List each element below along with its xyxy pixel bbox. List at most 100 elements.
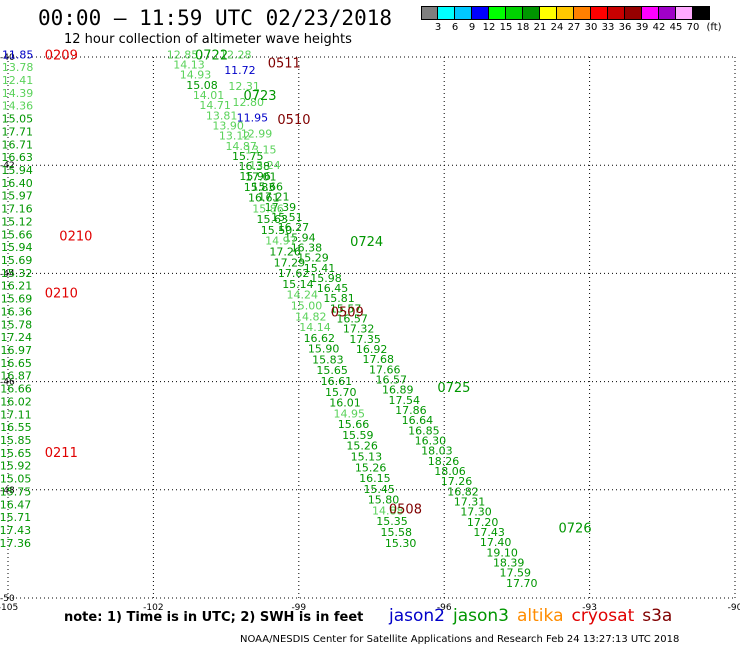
- wave-height-value: 15.05: [2, 113, 34, 126]
- legend-item-jason2: jason2: [389, 606, 445, 626]
- wave-height-value: 15.05: [0, 473, 31, 486]
- wave-height-value: 14.93: [180, 69, 212, 82]
- pass-label: 0725: [437, 381, 470, 396]
- wave-height-value: 15.65: [316, 364, 348, 377]
- wave-height-value: 15.12: [1, 215, 33, 228]
- wave-height-value: 16.92: [356, 343, 388, 356]
- wave-height-value: 17.16: [1, 203, 33, 216]
- wave-height-value: 15.69: [1, 254, 33, 267]
- wave-height-value: 16.87: [0, 370, 32, 383]
- wave-height-value: 15.70: [325, 386, 357, 399]
- wave-height-value: 16.61: [248, 192, 280, 205]
- pass-label: 0509: [331, 305, 364, 320]
- wave-height-value: 17.35: [349, 333, 381, 346]
- wave-height-value: 11.72: [224, 64, 256, 77]
- wave-height-value: 17.24: [1, 331, 33, 344]
- wave-height-value: 18.06: [434, 465, 466, 478]
- wave-height-value: 17.39: [265, 201, 297, 214]
- wave-height-value: 15.94: [1, 241, 33, 254]
- wave-height-value: 17.31: [454, 496, 486, 509]
- wave-height-value: 15.58: [381, 526, 413, 539]
- pass-label: 0511: [268, 56, 301, 71]
- wave-height-value: 13.15: [245, 143, 277, 156]
- wave-height-value: 17.68: [362, 353, 394, 366]
- wave-height-value: 15.66: [338, 418, 370, 431]
- legend-item-s3a: s3a: [642, 606, 673, 626]
- footnote: note: 1) Time is in UTC; 2) SWH is in fe…: [64, 610, 364, 625]
- color-scale-label: 9: [468, 22, 476, 33]
- wave-height-value: 15.94: [284, 231, 316, 244]
- wave-height-value: 16.45: [317, 282, 349, 295]
- wave-height-value: 13.78: [2, 61, 34, 74]
- wave-height-value: 16.57: [336, 313, 368, 326]
- wave-height-value: 15.85: [0, 434, 32, 447]
- pass-label: 0726: [559, 522, 592, 537]
- wave-height-value: 15.51: [271, 211, 303, 224]
- wave-height-value: 15.29: [297, 252, 329, 265]
- lat-tick-label: -50: [0, 594, 15, 604]
- wave-height-value: 15.63: [257, 213, 289, 226]
- color-scale-label: 36: [618, 22, 632, 33]
- wave-height-value: 16.62: [304, 332, 336, 345]
- wave-height-value: 19.10: [486, 546, 518, 559]
- color-scale-label: 30: [584, 22, 598, 33]
- color-swatch: [472, 6, 489, 20]
- wave-height-value: 15.26: [346, 440, 378, 453]
- color-scale-label: 18: [516, 22, 530, 33]
- wave-height-value: 16.02: [0, 395, 32, 408]
- color-swatch: [659, 6, 676, 20]
- color-scale-label: 33: [601, 22, 615, 33]
- wave-height-value: 18.03: [421, 445, 453, 458]
- color-swatch: [625, 6, 642, 20]
- wave-height-value: 15.90: [308, 343, 340, 356]
- wave-height-value: 16.57: [376, 374, 408, 387]
- wave-height-value: 14.01: [193, 89, 225, 102]
- wave-height-value: 15.30: [385, 537, 417, 550]
- axis-ticks: -105 -102 -99 -96 -93 -90 -40 -42 -44 -46 -48 -50: [0, 53, 740, 613]
- wave-height-value: 16.97: [0, 344, 32, 357]
- credit-line: NOAA/NESDIS Center for Satellite Applica…: [240, 634, 680, 645]
- wave-height-value: 17.86: [395, 404, 427, 417]
- wave-height-value: 13.12: [219, 130, 251, 143]
- wave-height-value: 14.36: [2, 100, 34, 113]
- wave-height-value: 16.21: [1, 280, 33, 293]
- wave-height-value: 16.65: [0, 357, 32, 370]
- wave-height-value: 15.35: [376, 515, 408, 528]
- wave-height-value: 17.29: [274, 256, 306, 269]
- wave-height-value: 14.39: [2, 87, 34, 100]
- lon-tick-label: -102: [143, 603, 163, 613]
- wave-height-value: 16.40: [1, 177, 33, 190]
- color-swatch: [421, 6, 438, 20]
- lon-tick-label: -93: [582, 603, 597, 613]
- color-swatch: [540, 6, 557, 20]
- pass-label: 0209: [45, 48, 78, 63]
- pass-label: 0210: [59, 230, 92, 245]
- color-swatch: [693, 6, 710, 20]
- wave-height-value: 15.66: [1, 228, 33, 241]
- wave-height-value: 12.41: [2, 74, 34, 87]
- wave-height-value: 13.24: [249, 159, 281, 172]
- wave-height-value: 17.71: [2, 125, 34, 138]
- wave-height-value: 15.41: [304, 262, 336, 275]
- wave-height-value: 15.69: [1, 293, 33, 306]
- lon-tick-label: -90: [728, 603, 740, 613]
- wave-height-value: 17.36: [0, 537, 31, 550]
- wave-height-value: 11.95: [237, 112, 269, 125]
- color-swatch: [591, 6, 608, 20]
- wave-height-value: 17.20: [467, 516, 499, 529]
- wave-height-value: 15.83: [244, 181, 276, 194]
- color-swatch: [642, 6, 659, 20]
- wave-height-value: 14.97: [265, 235, 297, 248]
- wave-height-value: 15.78: [1, 318, 33, 331]
- page-subtitle: 12 hour collection of altimeter wave hei…: [64, 32, 352, 47]
- wave-height-value: 15.75: [232, 150, 264, 163]
- lon-tick-label: -99: [291, 603, 306, 613]
- color-scale-label: 70: [686, 22, 700, 33]
- wave-height-value: 15.45: [363, 483, 395, 496]
- wave-height-value: 17.59: [499, 567, 531, 580]
- wave-height-value: 12.31: [228, 80, 260, 93]
- color-scale-label: 21: [533, 22, 547, 33]
- wave-height-value: 14.95: [334, 407, 366, 420]
- pass-label: 0724: [350, 235, 383, 250]
- lat-tick-label: -40: [0, 53, 15, 63]
